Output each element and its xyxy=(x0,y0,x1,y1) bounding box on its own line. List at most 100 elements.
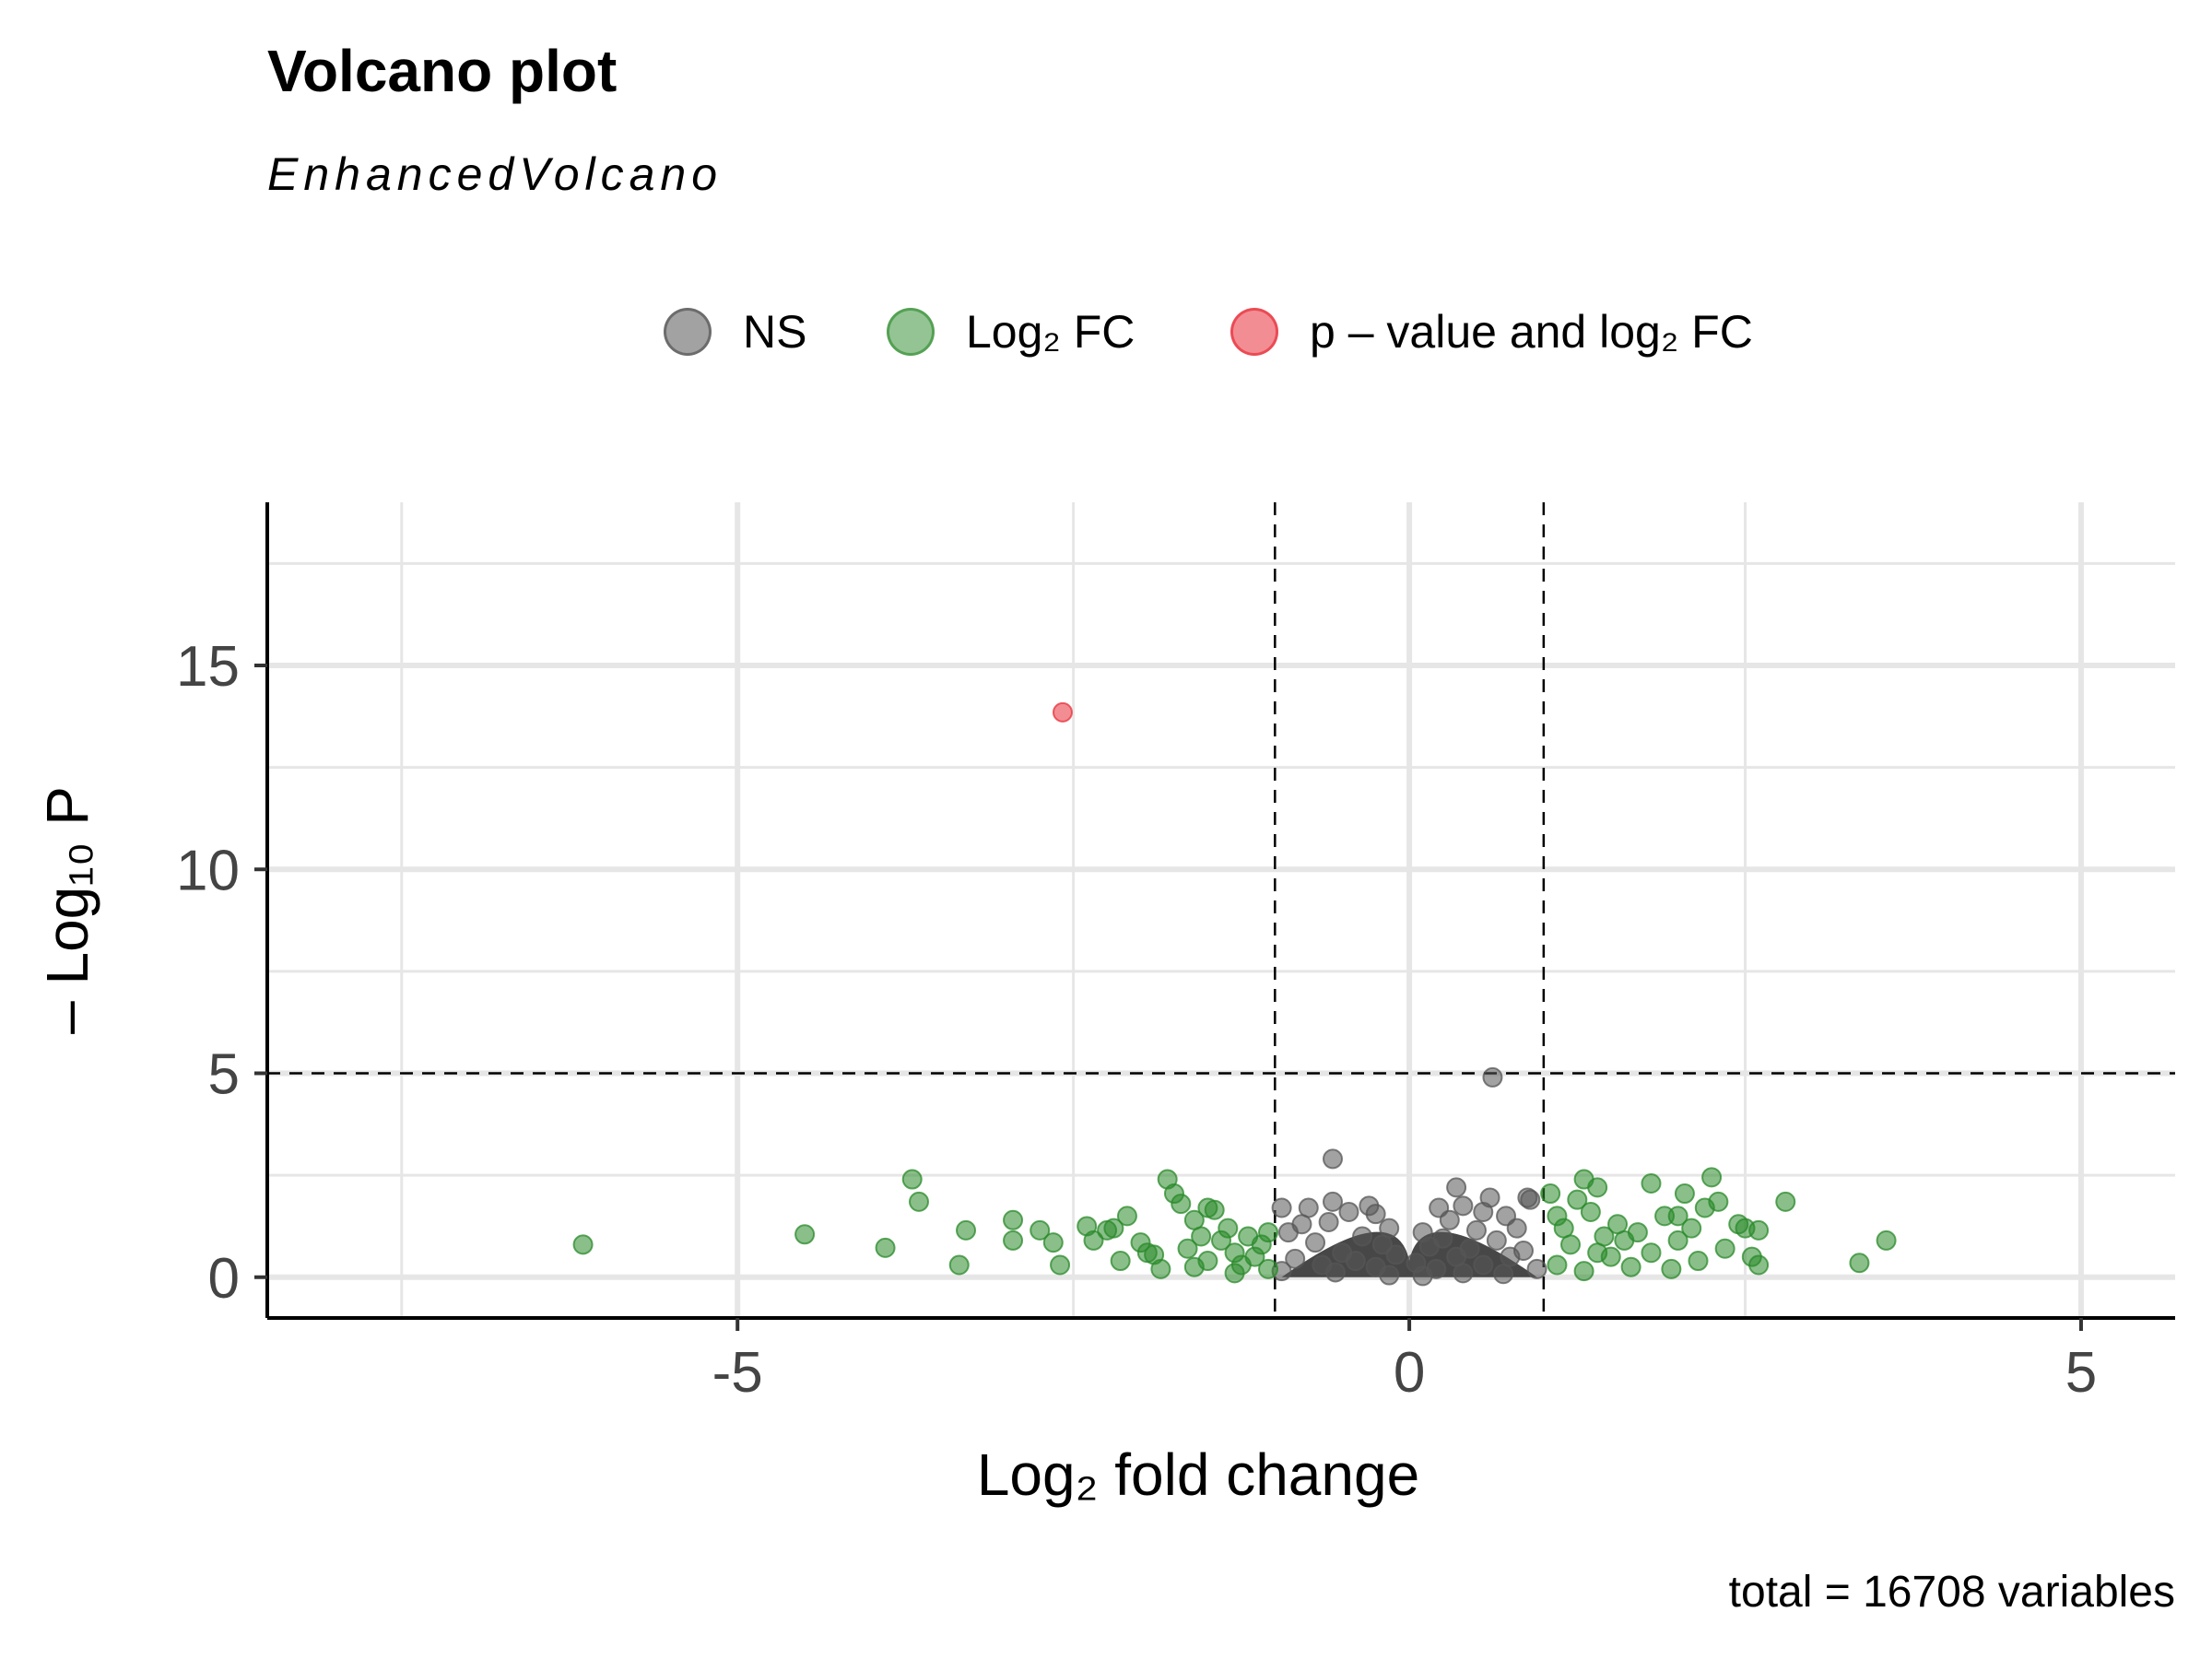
log2fc-point xyxy=(1116,1206,1137,1227)
log2fc-point xyxy=(1573,1261,1594,1282)
log2fc-point xyxy=(1587,1242,1608,1264)
ns-point xyxy=(1322,1191,1343,1212)
log2fc-point xyxy=(1110,1251,1131,1272)
log2fc-point xyxy=(1030,1219,1051,1241)
legend-label-pvalue-log2fc: p – value and log₂ FC xyxy=(1310,306,1753,358)
ns-point xyxy=(1517,1187,1538,1208)
y-tick-label: 0 xyxy=(208,1247,240,1311)
x-axis-title: Log₂ fold change xyxy=(977,1441,1419,1508)
ns-point xyxy=(1322,1148,1343,1170)
log2fc-point xyxy=(794,1224,816,1245)
x-tick-label: 0 xyxy=(1394,1341,1425,1405)
log2fc-point xyxy=(1218,1218,1239,1239)
log2fc-point xyxy=(1177,1238,1198,1259)
ns-point xyxy=(1500,1246,1521,1267)
y-tick-label: 15 xyxy=(176,635,240,699)
log2fc-point xyxy=(875,1237,896,1258)
significant-point xyxy=(1052,701,1073,723)
log2fc-point xyxy=(1191,1226,1212,1247)
ns-point xyxy=(1453,1195,1474,1217)
log2fc-point xyxy=(1003,1209,1024,1230)
ns-point xyxy=(1271,1197,1292,1218)
log2fc-point xyxy=(1708,1191,1729,1212)
legend: NS Log₂ FC p – value and log₂ FC xyxy=(0,295,2212,369)
ns-point xyxy=(1345,1251,1366,1272)
ns-point xyxy=(1412,1265,1433,1287)
log2fc-point xyxy=(1083,1230,1104,1251)
ns-point xyxy=(1453,1263,1474,1284)
log2fc-point xyxy=(1620,1256,1641,1277)
log2fc-point xyxy=(1103,1218,1124,1239)
ns-point xyxy=(1318,1212,1339,1233)
ns-point xyxy=(1305,1232,1326,1253)
ns-point xyxy=(1506,1218,1527,1239)
log2fc-point xyxy=(572,1234,594,1255)
legend-dot-ns xyxy=(664,308,712,356)
ns-point xyxy=(1493,1264,1514,1285)
log2fc-point xyxy=(1003,1230,1024,1251)
ns-point xyxy=(1385,1244,1406,1265)
chart-subtitle: EnhancedVolcano xyxy=(267,148,724,200)
log2fc-point xyxy=(956,1219,977,1241)
ns-point xyxy=(1365,1204,1386,1225)
ns-point xyxy=(1446,1177,1467,1198)
log2fc-point xyxy=(1183,1256,1205,1277)
x-tick-label: -5 xyxy=(712,1341,763,1405)
ns-point xyxy=(1482,1066,1503,1088)
y-tick-label: 10 xyxy=(176,839,240,902)
log2fc-point xyxy=(1144,1244,1165,1265)
ns-point xyxy=(1285,1248,1306,1269)
log2fc-point xyxy=(909,1191,930,1212)
log2fc-point xyxy=(1681,1218,1702,1239)
legend-dot-pvalue-log2fc xyxy=(1230,308,1278,356)
log2fc-point xyxy=(1587,1177,1608,1198)
log2fc-point xyxy=(1224,1263,1245,1284)
log2fc-point xyxy=(1849,1253,1870,1274)
log2fc-point xyxy=(1204,1199,1225,1220)
ns-point xyxy=(1338,1201,1359,1222)
log2fc-point xyxy=(1540,1183,1561,1205)
log2fc-point xyxy=(1567,1189,1588,1210)
log2fc-point xyxy=(1876,1230,1897,1251)
log2fc-point xyxy=(1042,1232,1064,1253)
ns-point xyxy=(1486,1230,1507,1251)
log2fc-point xyxy=(1674,1183,1695,1205)
log2fc-point xyxy=(1667,1206,1688,1227)
ns-point xyxy=(1324,1262,1346,1283)
log2fc-point xyxy=(1641,1242,1662,1264)
ns-point xyxy=(1277,1222,1299,1243)
log2fc-point xyxy=(1714,1238,1735,1259)
log2fc-point xyxy=(1547,1254,1568,1276)
y-axis-title: – Log₁₀ P xyxy=(34,786,100,1034)
legend-item-ns: NS xyxy=(664,295,806,369)
log2fc-point xyxy=(1661,1258,1682,1279)
log2fc-point xyxy=(1748,1254,1770,1276)
log2fc-point xyxy=(1560,1234,1582,1255)
ns-point xyxy=(1439,1209,1460,1230)
ns-point xyxy=(1352,1226,1373,1247)
caption: total = 16708 variables xyxy=(1728,1568,2175,1617)
log2fc-point xyxy=(1627,1222,1648,1243)
log2fc-point xyxy=(1775,1191,1796,1212)
log2fc-point xyxy=(1258,1258,1279,1279)
ns-point xyxy=(1371,1234,1393,1255)
legend-item-pvalue-log2fc: p – value and log₂ FC xyxy=(1230,295,1753,369)
legend-item-log2fc: Log₂ FC xyxy=(887,295,1135,369)
chart-title: Volcano plot xyxy=(267,38,618,104)
log2fc-point xyxy=(948,1254,970,1276)
legend-dot-log2fc xyxy=(887,308,935,356)
y-tick-label: 5 xyxy=(208,1043,240,1107)
ns-point xyxy=(1465,1219,1487,1241)
log2fc-point xyxy=(901,1169,923,1190)
legend-label-ns: NS xyxy=(743,306,807,358)
log2fc-point xyxy=(1748,1219,1770,1241)
x-tick-label: 5 xyxy=(2065,1341,2097,1405)
log2fc-point xyxy=(1258,1222,1279,1243)
ns-point xyxy=(1379,1265,1400,1286)
log2fc-point xyxy=(1580,1201,1601,1222)
legend-label-log2fc: Log₂ FC xyxy=(966,306,1135,358)
ns-point xyxy=(1473,1254,1494,1276)
log2fc-point xyxy=(1701,1167,1723,1188)
ns-point xyxy=(1473,1201,1494,1222)
